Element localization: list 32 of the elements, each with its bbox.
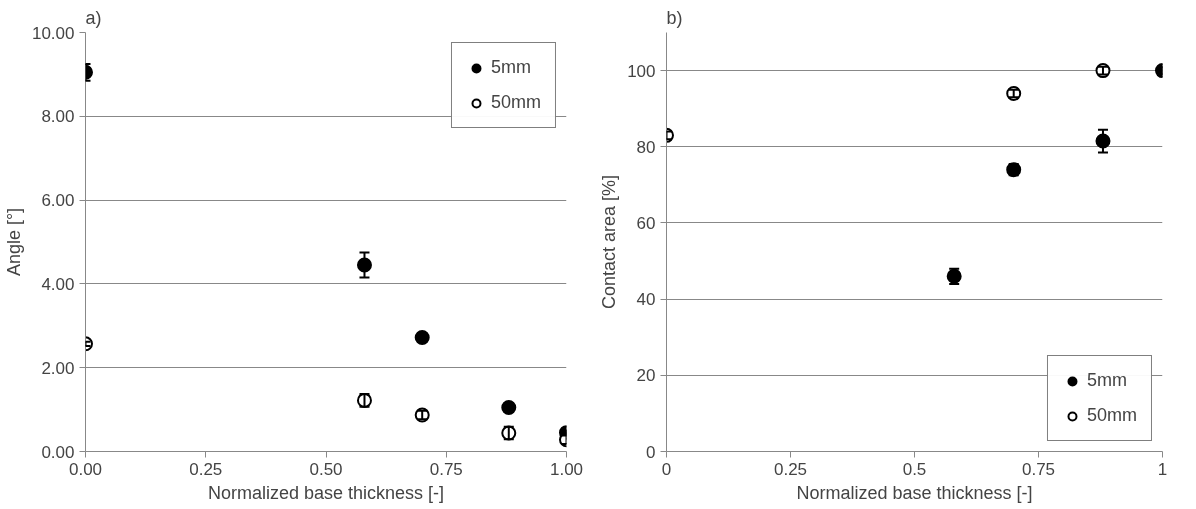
- x-tick-label: 1: [1157, 459, 1168, 479]
- x-tick-label: 0.00: [68, 459, 103, 479]
- x-tick-label: 0.75: [429, 459, 463, 479]
- y-axis-title: Contact area [%]: [599, 174, 620, 310]
- y-tick-label: 6.00: [41, 191, 75, 211]
- legend-label: 5mm: [1086, 370, 1127, 391]
- y-tick-label: 8.00: [41, 107, 75, 127]
- legend-label: 50mm: [1086, 405, 1137, 426]
- y-tick-label: 0.00: [41, 442, 75, 462]
- x-tick-label: 1.00: [549, 459, 584, 479]
- chart-title: a): [85, 7, 102, 28]
- y-tick-label: 40: [636, 290, 656, 310]
- x-tick-label: 0.50: [309, 459, 343, 479]
- x-tick-label: 0.25: [773, 459, 808, 479]
- x-axis-title: Normalized base thickness [-]: [207, 482, 445, 503]
- y-tick-label: 20: [636, 366, 656, 386]
- legend-label: 50mm: [490, 92, 541, 113]
- y-tick-label: 2.00: [41, 358, 75, 378]
- y-tick-label: 60: [636, 213, 656, 233]
- chart-title: b): [666, 7, 683, 28]
- x-axis-title: Normalized base thickness [-]: [796, 482, 1033, 503]
- y-tick-label: 0: [646, 442, 656, 462]
- y-tick-label: 80: [636, 137, 656, 157]
- x-tick-label: 0.5: [902, 459, 927, 479]
- x-tick-label: 0.25: [189, 459, 223, 479]
- x-tick-label: 0: [661, 459, 672, 479]
- x-tick-label: 0.75: [1021, 459, 1056, 479]
- y-tick-label: 100: [627, 61, 656, 81]
- legend-label: 5mm: [490, 57, 531, 78]
- y-tick-label: 4.00: [41, 274, 75, 294]
- y-axis-title: Angle [°]: [3, 207, 24, 277]
- y-tick-label: 10.00: [31, 23, 75, 43]
